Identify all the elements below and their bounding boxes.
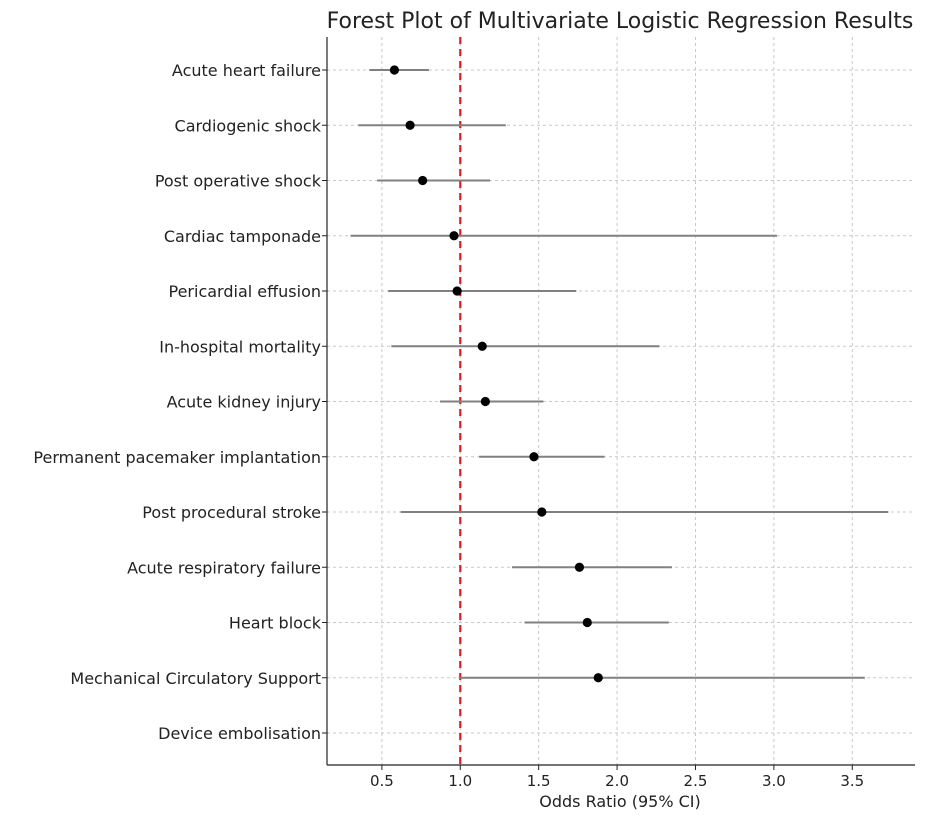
odds-ratio-point — [593, 673, 603, 683]
category-label: Post procedural stroke — [142, 503, 321, 522]
category-label: Heart block — [229, 614, 322, 633]
category-label: Acute respiratory failure — [127, 558, 321, 577]
category-label: In-hospital mortality — [159, 337, 321, 356]
x-axis-label: Odds Ratio (95% CI) — [539, 792, 701, 811]
x-tick-label: 2.5 — [684, 772, 708, 790]
chart-title: Forest Plot of Multivariate Logistic Reg… — [327, 9, 914, 34]
axis-layer — [322, 37, 915, 770]
odds-ratio-point — [477, 341, 487, 351]
category-label: Pericardial effusion — [169, 282, 322, 301]
odds-ratio-point — [574, 562, 585, 572]
x-tick-label: 1.5 — [527, 772, 551, 790]
category-label: Cardiogenic shock — [175, 116, 322, 135]
odds-ratio-point — [418, 175, 428, 186]
odds-ratio-point — [529, 452, 539, 462]
point-layer — [389, 65, 603, 683]
category-label: Permanent pacemaker implantation — [33, 448, 321, 467]
x-tick-label: 0.5 — [370, 772, 394, 790]
odds-ratio-point — [389, 65, 400, 75]
odds-ratio-point — [582, 617, 592, 628]
category-label: Mechanical Circulatory Support — [70, 669, 321, 688]
x-tick-label: 2.0 — [605, 772, 629, 790]
x-tick-label: 3.5 — [840, 772, 864, 790]
odds-ratio-point — [537, 507, 547, 517]
odds-ratio-point — [452, 286, 462, 296]
category-label: Post operative shock — [155, 172, 322, 191]
category-label: Acute kidney injury — [167, 393, 321, 412]
odds-ratio-point — [405, 120, 415, 130]
category-label: Acute heart failure — [172, 61, 321, 80]
label-layer: 0.5 1.0 1.5 2.0 2.5 3.0 3.5 Acute heart failure… — [33, 61, 864, 790]
odds-ratio-point — [480, 396, 490, 407]
x-tick-label: 3.0 — [762, 772, 786, 790]
category-label: Cardiac tamponade — [164, 227, 321, 246]
category-label: Device embolisation — [158, 724, 321, 743]
grid-layer — [327, 37, 915, 765]
ci-layer — [350, 69, 889, 679]
x-tick-label: 1.0 — [448, 772, 472, 790]
odds-ratio-point — [449, 231, 459, 241]
